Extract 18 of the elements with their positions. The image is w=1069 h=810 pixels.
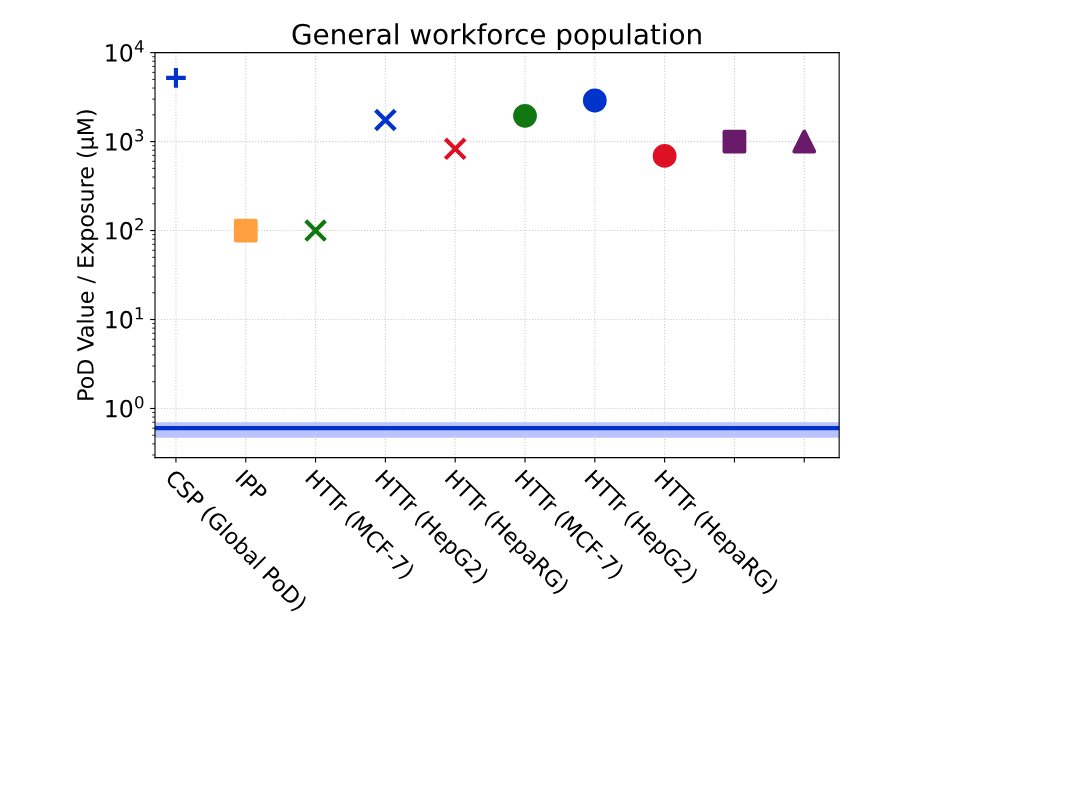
point	[233, 218, 258, 243]
x-tick-label: IPP	[235, 469, 269, 503]
point	[722, 129, 747, 154]
chart-title: General workforce population	[292, 23, 701, 51]
point	[582, 88, 607, 113]
y-tick-label: 10$^{3}$	[106, 129, 144, 151]
y-axis-title: PoD Value / Exposure (μM)	[76, 110, 99, 400]
point	[164, 66, 188, 90]
point	[373, 108, 398, 132]
y-tick-label: 10$^{2}$	[106, 218, 143, 240]
point	[792, 129, 817, 154]
point	[652, 144, 677, 168]
y-tick-label: 10$^{1}$	[106, 307, 143, 329]
point	[513, 103, 537, 128]
point	[303, 218, 328, 243]
y-tick-label: 10$^{0}$	[106, 395, 144, 418]
point	[443, 136, 468, 161]
y-tick-label: 10$^{4}$	[106, 40, 144, 62]
